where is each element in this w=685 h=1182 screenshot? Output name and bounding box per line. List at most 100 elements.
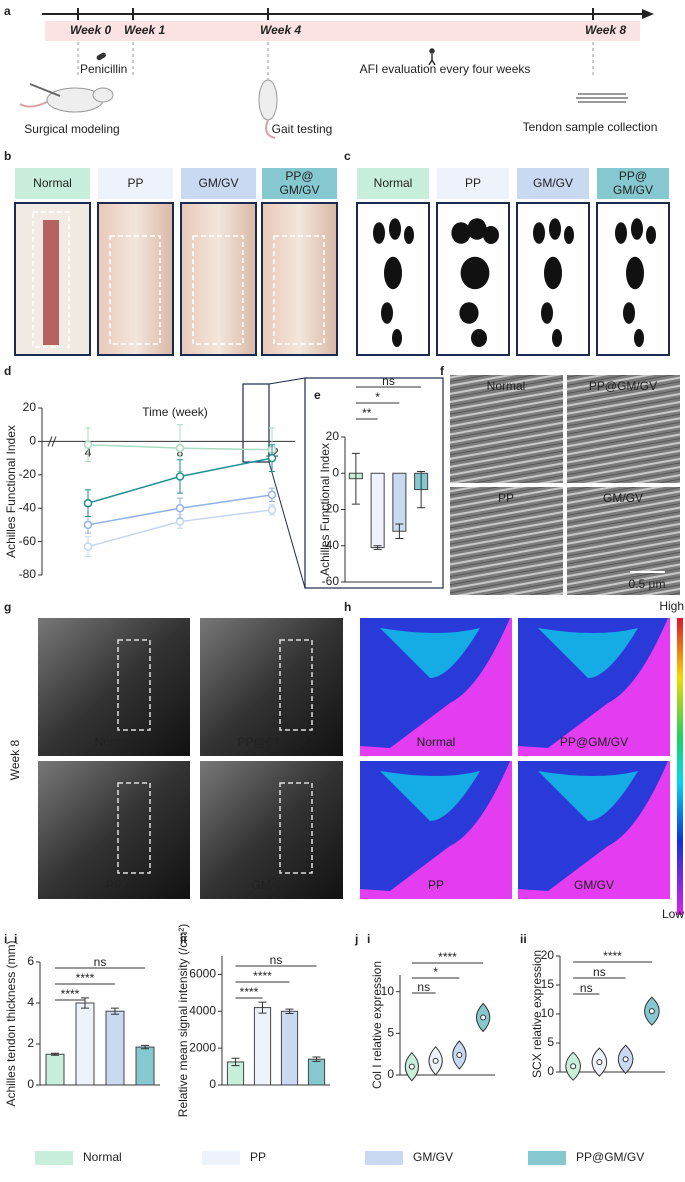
error-bar [373, 545, 382, 550]
step-label: Gait testing [272, 122, 333, 136]
median [480, 1014, 487, 1021]
panel-label: b [4, 149, 11, 163]
group-label: PP@ [619, 169, 647, 183]
y-tick-label: 0 [209, 1077, 216, 1091]
significance-label: * [375, 390, 380, 404]
y-tick-label: -20 [19, 467, 37, 481]
footprint [471, 329, 487, 347]
legend-swatch [528, 1151, 566, 1165]
footprint [615, 222, 627, 244]
roi-box [279, 639, 313, 731]
legend-swatch [35, 1151, 73, 1165]
mri-image [200, 761, 343, 899]
panel-label: i [367, 932, 370, 946]
significance-label: ns [382, 374, 395, 388]
image-label: Normal [95, 735, 134, 749]
point [267, 490, 277, 500]
footprint [626, 256, 644, 290]
group-label: GM/GV [533, 176, 573, 190]
point [175, 443, 185, 453]
y-tick-label: 10 [541, 1006, 555, 1020]
roi-box [109, 235, 161, 345]
mri-image [38, 761, 190, 899]
y-tick-label: 6000 [189, 967, 216, 981]
footprint [389, 218, 401, 240]
image-label: PP [106, 878, 122, 892]
panel-label: g [4, 600, 11, 614]
y-tick-label: -40 [19, 500, 37, 514]
panel-label: d [4, 364, 11, 378]
image-label: GM/GV [574, 878, 614, 892]
thermal-hot [380, 628, 480, 678]
footprint [533, 222, 545, 244]
y-tick-label: -40 [322, 538, 340, 552]
median [408, 1063, 415, 1070]
panel-label: ii [520, 932, 527, 946]
image-label: PP [428, 878, 444, 892]
significance-label: **** [438, 950, 457, 964]
error-bar [351, 452, 360, 505]
y-tick-label: 2 [27, 1036, 34, 1050]
footprint [541, 302, 553, 324]
panel-label: e [314, 388, 321, 402]
group-label: GM/GV [198, 176, 238, 190]
y-tick-label: 10 [381, 984, 395, 998]
group-label: GM/GV [613, 183, 653, 197]
error-bar [51, 1052, 59, 1056]
y-tick-label: 5 [387, 1026, 394, 1040]
tissue [43, 220, 59, 345]
significance-label: **** [240, 985, 259, 999]
week-label: Week 1 [124, 23, 165, 37]
median [570, 1063, 577, 1070]
legend-swatch [202, 1151, 240, 1165]
bar [105, 1010, 125, 1086]
group-header [181, 168, 256, 199]
footprint [631, 218, 643, 240]
bar [392, 472, 407, 532]
footprint [623, 302, 635, 324]
footprint [564, 226, 574, 244]
axis-break [47, 436, 57, 447]
group-header [517, 168, 589, 199]
group-header [98, 168, 173, 199]
footprint [467, 218, 487, 240]
step-label: Tendon sample collection [523, 120, 658, 134]
y-tick-label: 20 [23, 400, 37, 414]
significance-label: ns [580, 981, 593, 995]
week-label: Week 8 [585, 23, 626, 37]
point [267, 505, 277, 515]
point [83, 520, 93, 530]
error-bar [231, 1057, 240, 1067]
footprint [459, 302, 479, 324]
y-tick-label: 4000 [189, 1003, 216, 1017]
panel-label: h [344, 600, 351, 614]
y-tick-label: 15 [541, 977, 555, 991]
sem-image [450, 487, 563, 595]
week-label: Week 4 [260, 23, 301, 37]
legend-label: Normal [83, 1150, 122, 1164]
error-bar [141, 1044, 149, 1050]
legend-label: PP@GM/GV [576, 1150, 644, 1164]
significance-label: **** [253, 969, 272, 983]
panel-label: i [4, 932, 7, 946]
y-axis-label: Achilles Functional Index [318, 443, 332, 576]
point [267, 453, 277, 463]
y-tick-label: 4 [27, 995, 34, 1009]
group-label: Normal [374, 176, 413, 190]
error-bar [111, 1007, 119, 1015]
event-label: Penicillin [80, 62, 127, 76]
median [432, 1057, 439, 1064]
rat-icon [19, 83, 114, 113]
panel-label: a [4, 4, 11, 18]
thermal-shape [518, 618, 668, 748]
connector [268, 377, 306, 385]
roi-box [279, 782, 313, 874]
group-label: GM/GV [279, 183, 319, 197]
footprint [373, 222, 385, 244]
legend-label: PP [250, 1150, 266, 1164]
group-header [15, 168, 90, 199]
median [648, 1008, 655, 1015]
group-header [357, 168, 429, 199]
footprint [549, 218, 561, 240]
thermal-hot [538, 628, 638, 678]
